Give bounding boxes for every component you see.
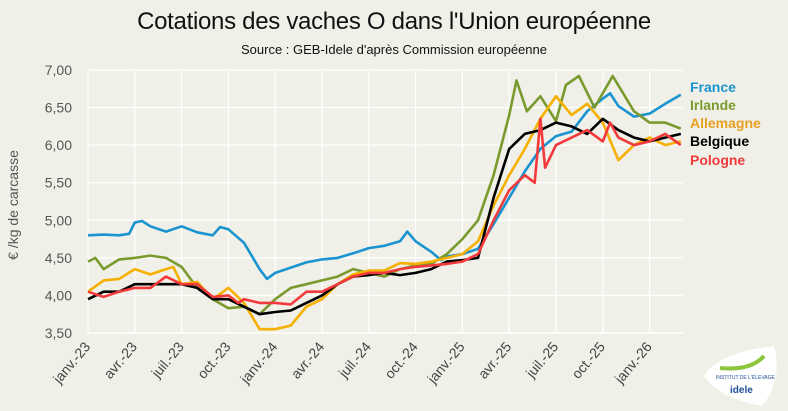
x-tick-label: oct.-25 bbox=[568, 338, 608, 381]
y-tick-label: 6,00 bbox=[45, 137, 72, 153]
y-tick-label: 6,50 bbox=[45, 100, 72, 116]
x-tick-label: avr.-23 bbox=[100, 338, 140, 381]
legend-label-allemagne: Allemagne bbox=[690, 115, 761, 131]
series-lines bbox=[87, 74, 682, 331]
series-line-irlande bbox=[87, 74, 682, 316]
idele-logo: INSTITUT DE L'ÉLEVAGE idele bbox=[704, 346, 777, 406]
x-tick-label: oct.-24 bbox=[381, 338, 421, 381]
series-line-pologne bbox=[87, 117, 682, 306]
chart-title: Cotations des vaches O dans l'Union euro… bbox=[137, 8, 651, 35]
x-tick-label: avr.-25 bbox=[475, 338, 515, 381]
y-tick-label: 5,50 bbox=[45, 175, 72, 191]
x-tick-label: juil.-25 bbox=[522, 338, 562, 381]
x-tick-label: avr.-24 bbox=[288, 338, 328, 381]
series-line-france bbox=[87, 92, 682, 281]
x-tick-label: oct.-23 bbox=[194, 338, 234, 381]
legend-label-pologne: Pologne bbox=[690, 152, 745, 168]
x-tick-label: janv.-25 bbox=[423, 338, 467, 387]
y-tick-label: 3,50 bbox=[45, 325, 72, 341]
svg-text:INSTITUT DE L'ÉLEVAGE: INSTITUT DE L'ÉLEVAGE bbox=[716, 374, 776, 381]
y-axis-label: € /kg de carcasse bbox=[5, 150, 21, 260]
x-tick-label: janv.-23 bbox=[49, 338, 93, 387]
series-line-belgique bbox=[87, 117, 682, 316]
legend-label-irlande: Irlande bbox=[690, 97, 736, 113]
legend: France Irlande Allemagne Belgique Pologne bbox=[690, 79, 761, 168]
x-tick-label: juil.-23 bbox=[147, 338, 187, 381]
y-axis: 3,50 4,00 4,50 5,00 5,50 6,00 6,50 7,00 bbox=[45, 62, 72, 341]
x-tick-label: janv.-24 bbox=[236, 338, 280, 387]
y-tick-label: 4,50 bbox=[45, 250, 72, 266]
y-tick-label: 4,00 bbox=[45, 287, 72, 303]
y-tick-label: 5,00 bbox=[45, 212, 72, 228]
x-tick-label: janv.-26 bbox=[611, 338, 655, 387]
legend-label-belgique: Belgique bbox=[690, 133, 749, 149]
series-line-allemagne bbox=[87, 95, 682, 331]
x-tick-label: juil.-24 bbox=[335, 338, 375, 381]
x-axis: janv.-23 avr.-23 juil.-23 oct.-23 janv.-24 av… bbox=[49, 338, 655, 387]
grid bbox=[87, 69, 683, 334]
chart-subtitle: Source : GEB-Idele d'après Commission eu… bbox=[241, 42, 547, 57]
svg-text:idele: idele bbox=[730, 385, 753, 396]
y-tick-label: 7,00 bbox=[45, 62, 72, 78]
legend-label-france: France bbox=[690, 79, 736, 95]
